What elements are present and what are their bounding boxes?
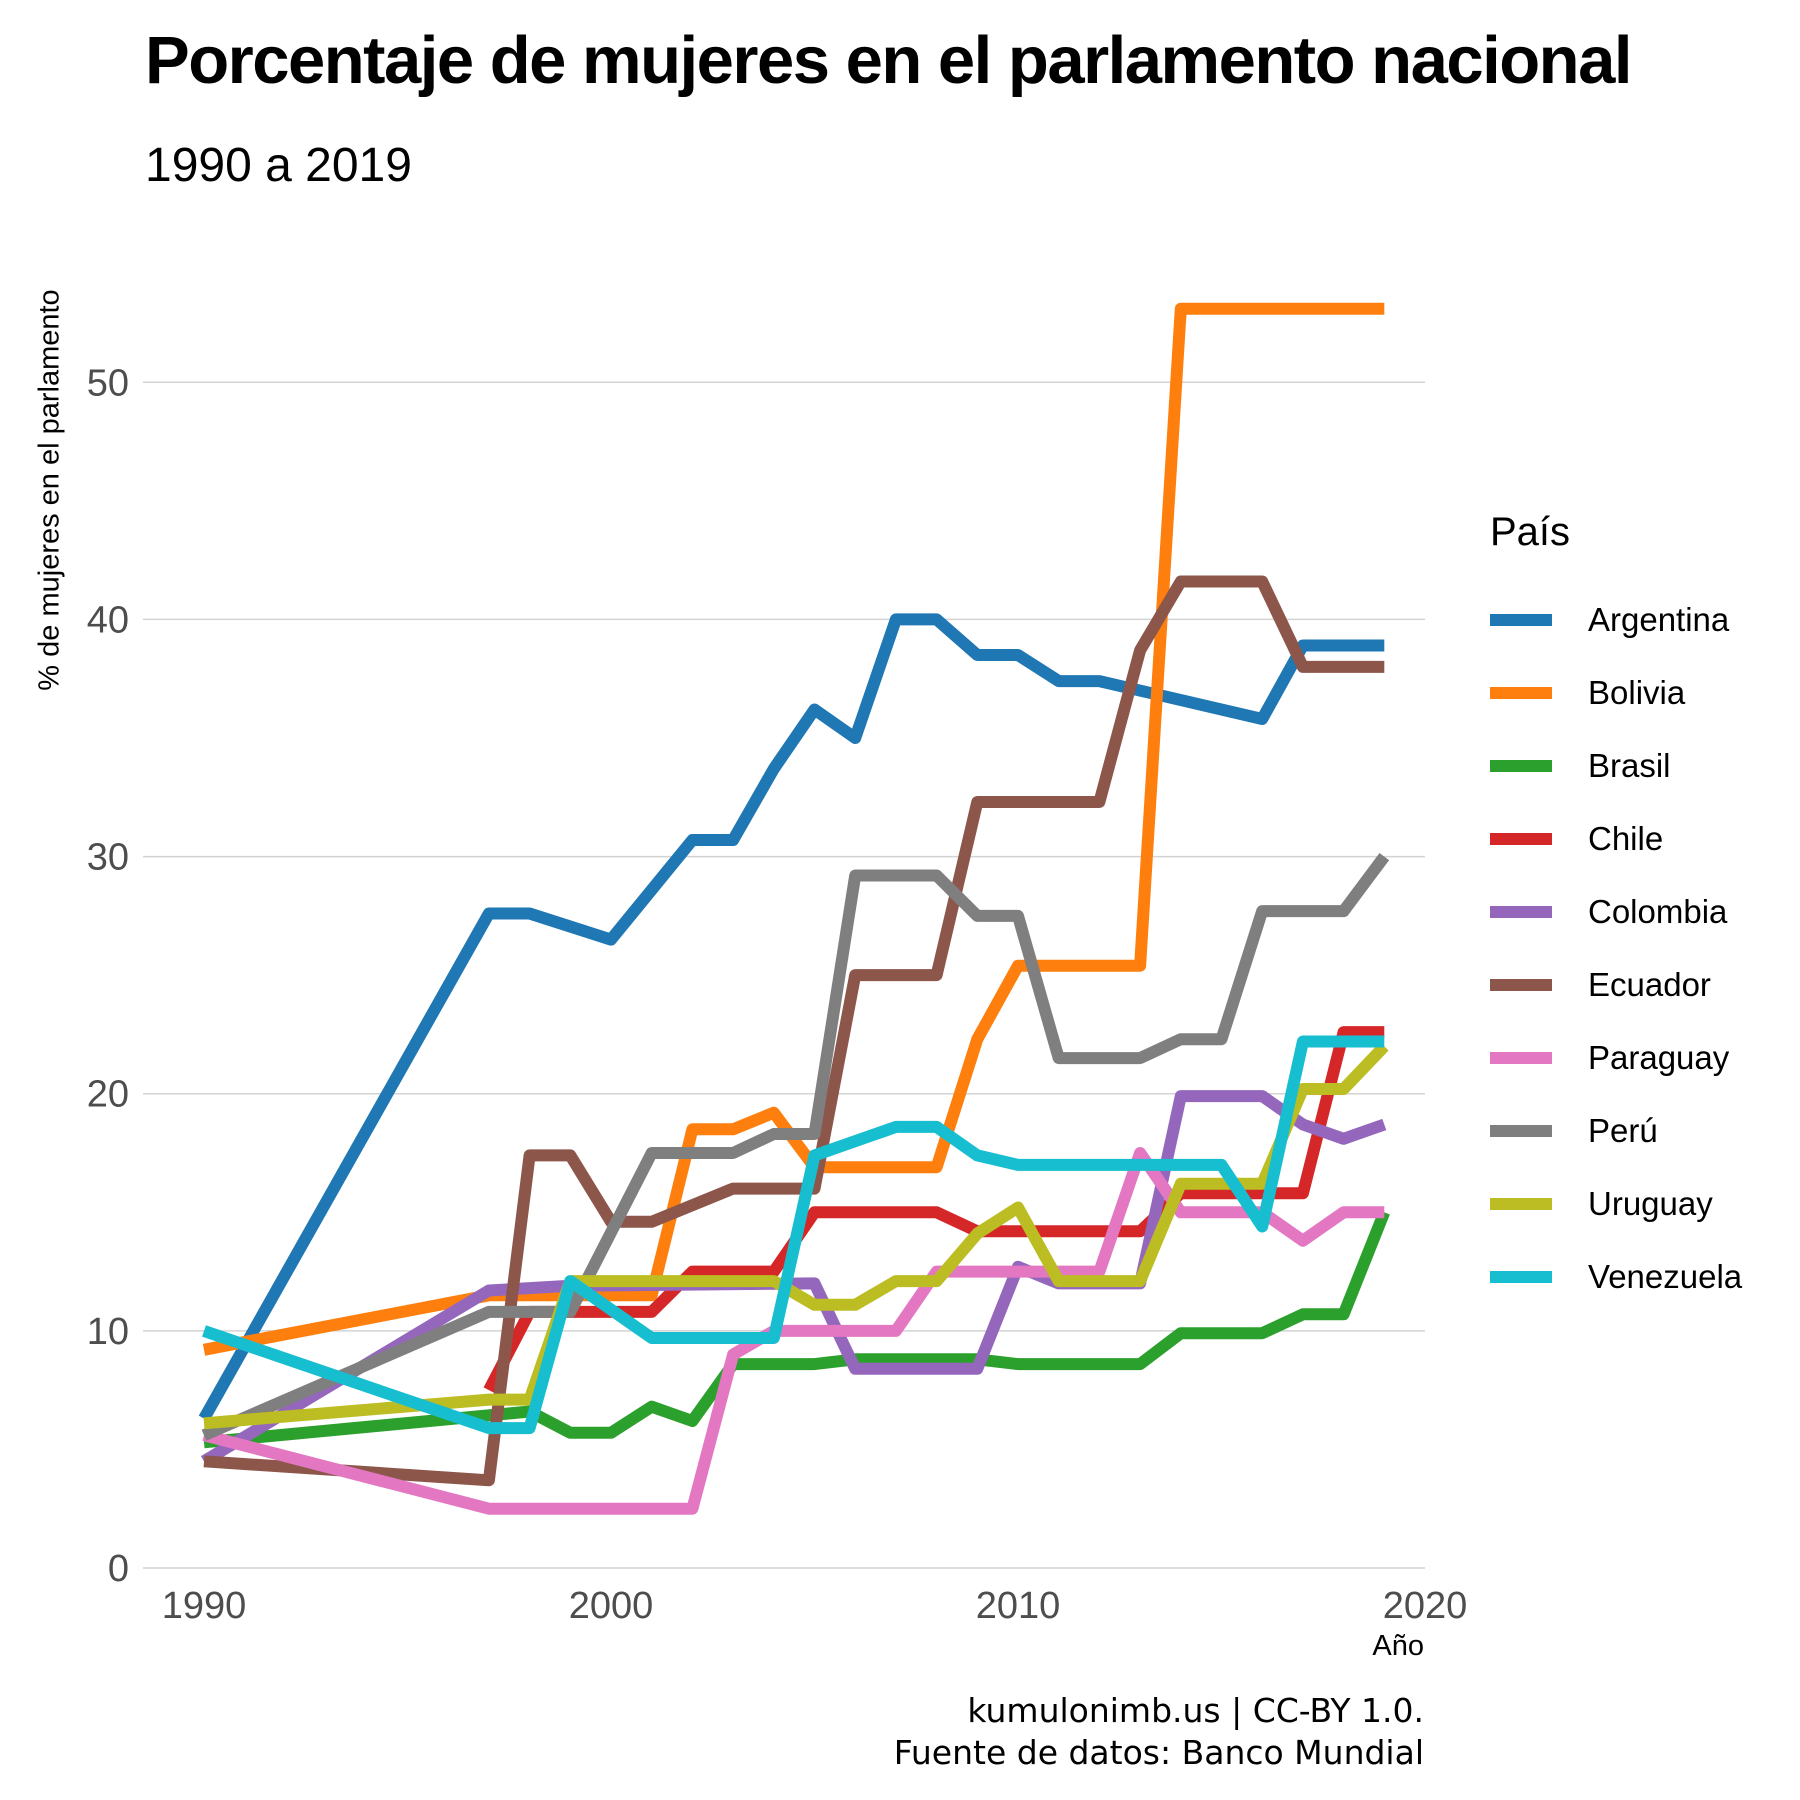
x-tick-label: 2020 — [1383, 1585, 1468, 1627]
legend: País Argentina Bolivia Brasil Chile Colombia… — [1490, 510, 1742, 1313]
y-tick-label: 10 — [87, 1311, 129, 1353]
legend-label: Uruguay — [1588, 1184, 1713, 1222]
legend-item: Bolivia — [1490, 656, 1742, 729]
y-tick-label: 40 — [87, 599, 129, 641]
y-tick-label: 20 — [87, 1074, 129, 1116]
legend-item: Paraguay — [1490, 1021, 1742, 1094]
legend-key — [1490, 1270, 1552, 1283]
legend-item: Ecuador — [1490, 948, 1742, 1021]
x-tick-label: 1990 — [162, 1585, 247, 1627]
legend-key — [1490, 978, 1552, 991]
legend-title: País — [1490, 510, 1571, 554]
legend-key — [1490, 832, 1552, 845]
legend-label: Argentina — [1588, 600, 1730, 638]
series-line-ecuador — [203, 575, 1385, 1487]
legend-key — [1490, 1051, 1552, 1064]
y-tick-labels: 0 10 20 30 40 50 — [87, 362, 129, 1590]
x-tick-label: 2010 — [976, 1585, 1061, 1627]
x-tick-label: 2000 — [569, 1585, 654, 1627]
caption-line-2: Fuente de datos: Banco Mundial — [893, 1733, 1424, 1772]
series-line-paraguay — [202, 1147, 1385, 1515]
legend-key — [1490, 686, 1552, 699]
chart-title: Porcentaje de mujeres en el parlamento n… — [145, 23, 1632, 98]
legend-item: Colombia — [1490, 875, 1742, 948]
legend-label: Perú — [1588, 1111, 1658, 1149]
legend-label: Ecuador — [1588, 965, 1711, 1003]
legend-item: Perú — [1490, 1094, 1742, 1167]
legend-key — [1490, 1197, 1552, 1210]
legend-item: Chile — [1490, 802, 1742, 875]
series-lines — [198, 302, 1390, 1515]
series-line-venezuela — [202, 1035, 1385, 1435]
x-axis-label: Año — [1372, 1630, 1424, 1662]
x-tick-labels: 1990 2000 2010 2020 — [162, 1585, 1467, 1627]
caption: kumulonimb.us | CC-BY 1.0. Fuente de dat… — [894, 1690, 1424, 1774]
legend-key — [1490, 613, 1552, 626]
legend-label: Colombia — [1588, 892, 1728, 930]
legend-label: Paraguay — [1588, 1038, 1730, 1076]
legend-label: Chile — [1588, 819, 1664, 857]
series-line-chile — [483, 1026, 1385, 1393]
legend-label: Bolivia — [1588, 673, 1686, 711]
y-tick-label: 50 — [87, 362, 129, 404]
chart-subtitle: 1990 a 2019 — [145, 139, 412, 192]
legend-key — [1490, 1124, 1552, 1137]
legend-key — [1490, 759, 1552, 772]
y-tick-label: 0 — [108, 1548, 129, 1590]
series-line-perú — [201, 853, 1390, 1441]
legend-item: Venezuela — [1490, 1240, 1742, 1313]
legend-item: Uruguay — [1490, 1167, 1742, 1240]
legend-key — [1490, 905, 1552, 918]
legend-item: Brasil — [1490, 729, 1742, 802]
gridlines — [143, 381, 1425, 1569]
legend-label: Brasil — [1588, 746, 1671, 784]
legend-items: Argentina Bolivia Brasil Chile Colombia Ecuad… — [1490, 583, 1742, 1313]
y-tick-label: 30 — [87, 837, 129, 879]
legend-item: Argentina — [1490, 583, 1742, 656]
legend-label: Venezuela — [1588, 1257, 1743, 1295]
caption-line-1: kumulonimb.us | CC-BY 1.0. — [967, 1691, 1424, 1730]
